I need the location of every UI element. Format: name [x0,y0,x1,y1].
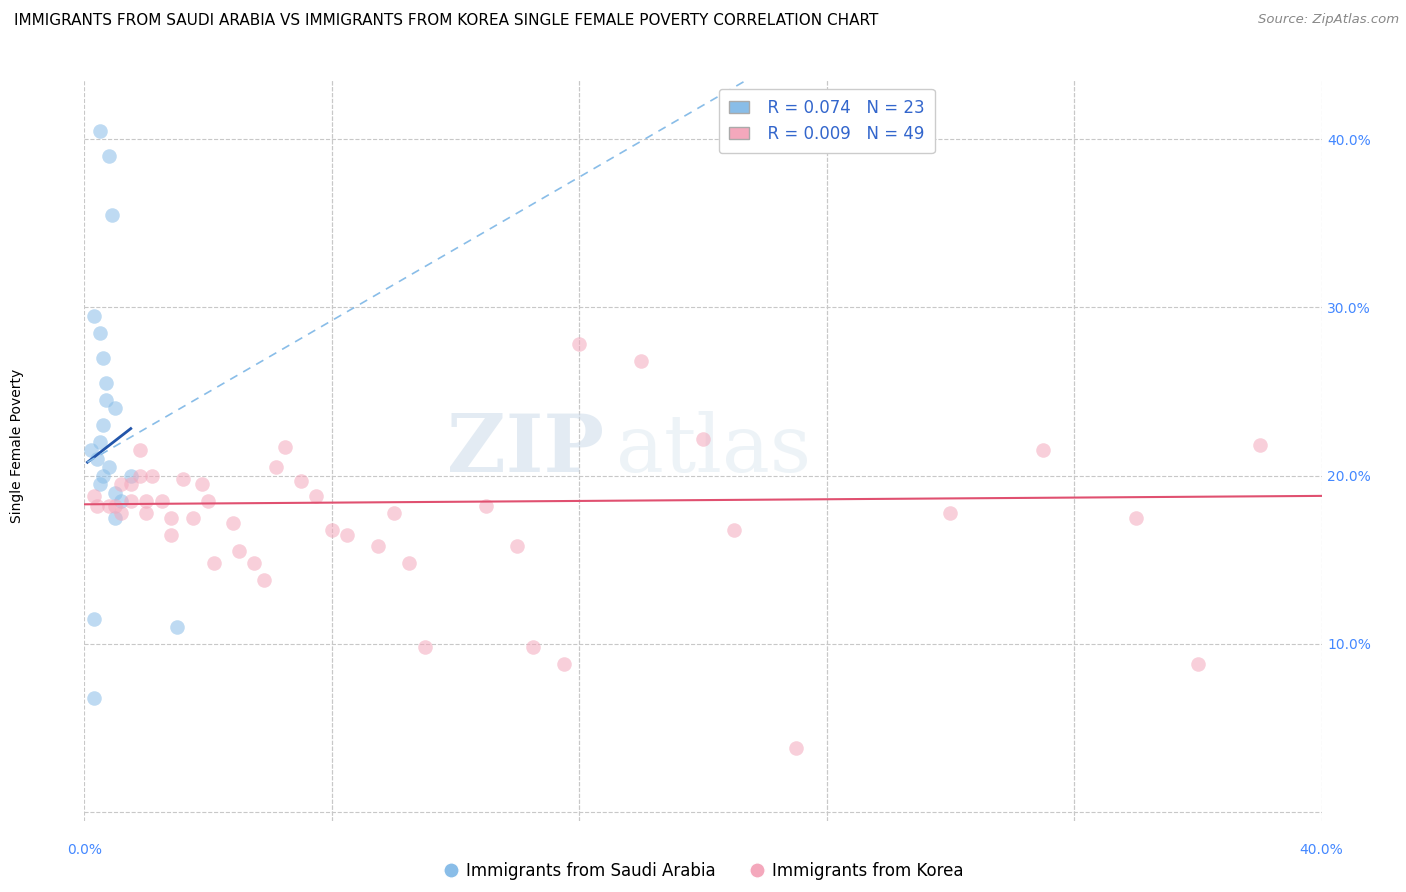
Point [135,494,157,508]
Point [110,506,132,520]
Point [228,544,250,558]
Point [89,477,111,491]
Point [253,573,276,587]
Point [413,640,436,655]
Point [94,392,117,407]
Text: 0.0%: 0.0% [67,843,101,857]
Point [160,510,183,524]
Point [104,510,127,524]
Point [86,499,108,513]
Point [222,516,245,530]
Point [104,499,127,513]
Point [274,440,297,454]
Point [1249,438,1271,452]
Point [94,376,117,391]
Point [305,489,328,503]
Point [104,485,127,500]
Point [475,499,498,513]
Point [197,494,219,508]
Point [630,354,652,368]
Point [166,620,188,634]
Point [110,494,132,508]
Point [398,556,420,570]
Point [553,657,575,672]
Point [785,741,807,756]
Legend: Immigrants from Saudi Arabia, Immigrants from Korea: Immigrants from Saudi Arabia, Immigrants… [436,855,970,887]
Text: Source: ZipAtlas.com: Source: ZipAtlas.com [1258,13,1399,27]
Point [1125,510,1147,524]
Point [1032,443,1054,458]
Point [1187,657,1209,672]
Point [141,468,163,483]
Point [83,690,105,705]
Point [191,477,214,491]
Point [120,494,142,508]
Point [91,351,114,365]
Text: IMMIGRANTS FROM SAUDI ARABIA VS IMMIGRANTS FROM KOREA SINGLE FEMALE POVERTY CORR: IMMIGRANTS FROM SAUDI ARABIA VS IMMIGRAN… [14,13,879,29]
Point [101,208,124,222]
Point [120,468,142,483]
Point [568,337,591,351]
Point [150,494,173,508]
Point [83,489,105,503]
Point [120,477,142,491]
Point [89,124,111,138]
Point [243,556,266,570]
Point [98,149,121,163]
Point [83,309,105,323]
Text: Single Female Poverty: Single Female Poverty [10,369,24,523]
Point [336,527,359,541]
Text: 40.0%: 40.0% [1299,843,1344,857]
Point [290,474,312,488]
Point [160,527,183,541]
Point [723,523,745,537]
Point [506,540,529,554]
Point [110,477,132,491]
Point [129,443,152,458]
Point [939,506,962,520]
Point [83,612,105,626]
Point [264,460,287,475]
Point [89,326,111,340]
Point [202,556,225,570]
Point [135,506,157,520]
Point [91,468,114,483]
Point [79,443,101,458]
Point [321,523,343,537]
Point [382,506,405,520]
Point [172,472,194,486]
Point [86,451,108,466]
Point [367,540,389,554]
Text: atlas: atlas [616,411,811,490]
Point [129,468,152,483]
Point [522,640,544,655]
Point [98,460,121,475]
Point [89,435,111,450]
Point [98,499,121,513]
Point [692,432,714,446]
Point [181,510,204,524]
Text: ZIP: ZIP [447,411,605,490]
Point [91,418,114,433]
Point [104,401,127,416]
